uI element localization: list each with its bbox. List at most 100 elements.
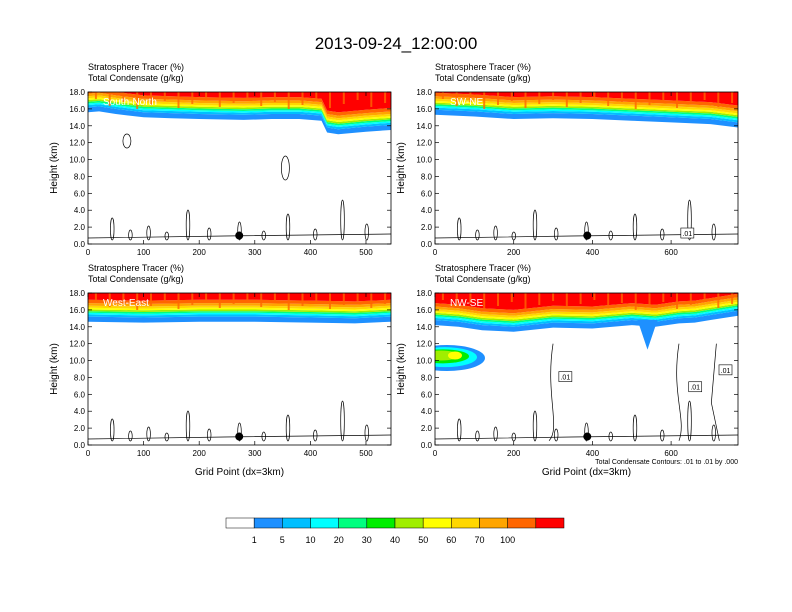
tracer-band-3	[88, 102, 391, 127]
condensate-contour	[110, 418, 115, 442]
plot-frame	[434, 292, 739, 446]
plot-area	[88, 92, 391, 244]
tracer-streak	[301, 293, 304, 306]
condensate-contour	[364, 424, 369, 442]
condensate-contour	[584, 422, 589, 442]
x-tick-label: 100	[137, 248, 151, 257]
location-marker	[235, 231, 244, 240]
tracer-streak	[497, 293, 499, 306]
tracer-band-5	[435, 303, 738, 322]
panel-label: West-East	[103, 298, 149, 309]
tracer-streak	[218, 92, 221, 107]
y-tick-label: 12.0	[69, 139, 85, 148]
tracer-band-7	[435, 98, 738, 114]
condensate-contour	[457, 217, 462, 241]
y-tick-label: 4.0	[74, 407, 86, 416]
tracer-streak	[552, 92, 555, 100]
y-tick-label: 18.0	[416, 289, 432, 298]
colorbar-box	[535, 517, 565, 529]
y-tick-label: 14.0	[69, 122, 85, 131]
tracer-streak	[565, 293, 568, 308]
tracer-streak	[620, 92, 623, 102]
y-tick-label: 8.0	[74, 172, 86, 181]
y-tick-label: 0.0	[74, 441, 86, 450]
tracer-streak	[287, 293, 290, 310]
condensate-contour	[532, 209, 538, 241]
plot-frame	[87, 292, 392, 446]
x-axis-label: Grid Point (dx=3km)	[542, 467, 631, 478]
tracer-streak	[510, 293, 513, 302]
condensate-contour	[554, 227, 559, 241]
condensate-contour	[475, 430, 480, 442]
tracer-streak	[191, 92, 194, 104]
y-tick-label: 0.0	[421, 441, 433, 450]
y-tick-label: 2.0	[421, 223, 433, 232]
tracer-streak	[607, 92, 610, 106]
tracer-band-8	[435, 96, 738, 112]
y-axis-label: Height (km)	[49, 142, 60, 194]
tracer-streak	[150, 92, 152, 105]
tracer-streak	[329, 293, 331, 309]
tracer-streak	[676, 92, 678, 108]
colorbar-label: 40	[390, 535, 400, 545]
colorbar-box	[451, 517, 480, 529]
tracer-streak	[579, 293, 582, 304]
colorbar-box	[422, 517, 452, 529]
y-tick-label: 8.0	[421, 373, 433, 382]
tracer-streak	[122, 92, 125, 102]
condensate-contour	[548, 343, 555, 442]
contour-label-text: .01	[690, 385, 700, 392]
location-marker	[235, 432, 244, 441]
plot-area: .01 .01 .01	[435, 293, 738, 445]
tracer-band-7	[88, 95, 391, 121]
condensate-contour	[128, 430, 133, 442]
tracer-band-3	[88, 312, 391, 317]
x-tick-label: 100	[137, 449, 151, 458]
condensate-contour	[475, 229, 480, 241]
y-axis-label: Height (km)	[396, 343, 407, 395]
tracer-streak	[315, 92, 318, 101]
condensate-contour	[237, 422, 242, 442]
condensate-contour	[110, 217, 115, 241]
tracer-band-3	[435, 105, 738, 121]
tracer-streak	[703, 92, 706, 100]
colorbar-box	[310, 517, 339, 529]
tracer-streak	[620, 293, 623, 303]
tracer-streak	[177, 293, 180, 309]
tracer-band-9	[88, 92, 391, 116]
x-tick-label: 0	[86, 248, 91, 257]
y-tick-label: 6.0	[74, 390, 86, 399]
condensate-contour	[340, 199, 345, 241]
condensate-contour	[207, 227, 212, 241]
y-tick-label: 4.0	[421, 407, 433, 416]
panel-label: SW-NE	[450, 97, 483, 108]
tracer-streak	[287, 92, 290, 109]
colorbar-box	[394, 517, 424, 529]
tracer-band-5	[88, 99, 391, 124]
tracer-band-2	[88, 314, 391, 319]
plot-area: .01	[435, 92, 738, 244]
tracer-streak	[384, 92, 387, 103]
condensate-contour	[128, 229, 133, 241]
tracer-streak	[205, 293, 208, 301]
condensate-contour	[676, 343, 682, 441]
condensate-contour	[711, 424, 716, 442]
panel-3: West-East Stratosphere Tracer (%)Total Co…	[49, 263, 392, 478]
colorbar-box	[225, 517, 255, 529]
panel-subtitle-2: Total Condensate (g/kg)	[435, 274, 531, 284]
condensate-contour	[364, 223, 369, 241]
tracer-streak	[662, 293, 665, 302]
colorbar-label: 60	[446, 535, 456, 545]
condensate-contour	[281, 155, 290, 181]
tracer-streak	[689, 293, 692, 305]
y-tick-label: 6.0	[421, 189, 433, 198]
tracer-band-6	[88, 97, 391, 122]
tracer-streak	[441, 293, 444, 300]
x-tick-label: 200	[193, 248, 207, 257]
tracer-streak	[356, 92, 359, 100]
tracer-streak	[510, 92, 513, 101]
location-marker	[583, 231, 592, 240]
main-title: 2013-09-24_12:00:00	[315, 34, 478, 53]
tracer-streak	[273, 92, 276, 102]
